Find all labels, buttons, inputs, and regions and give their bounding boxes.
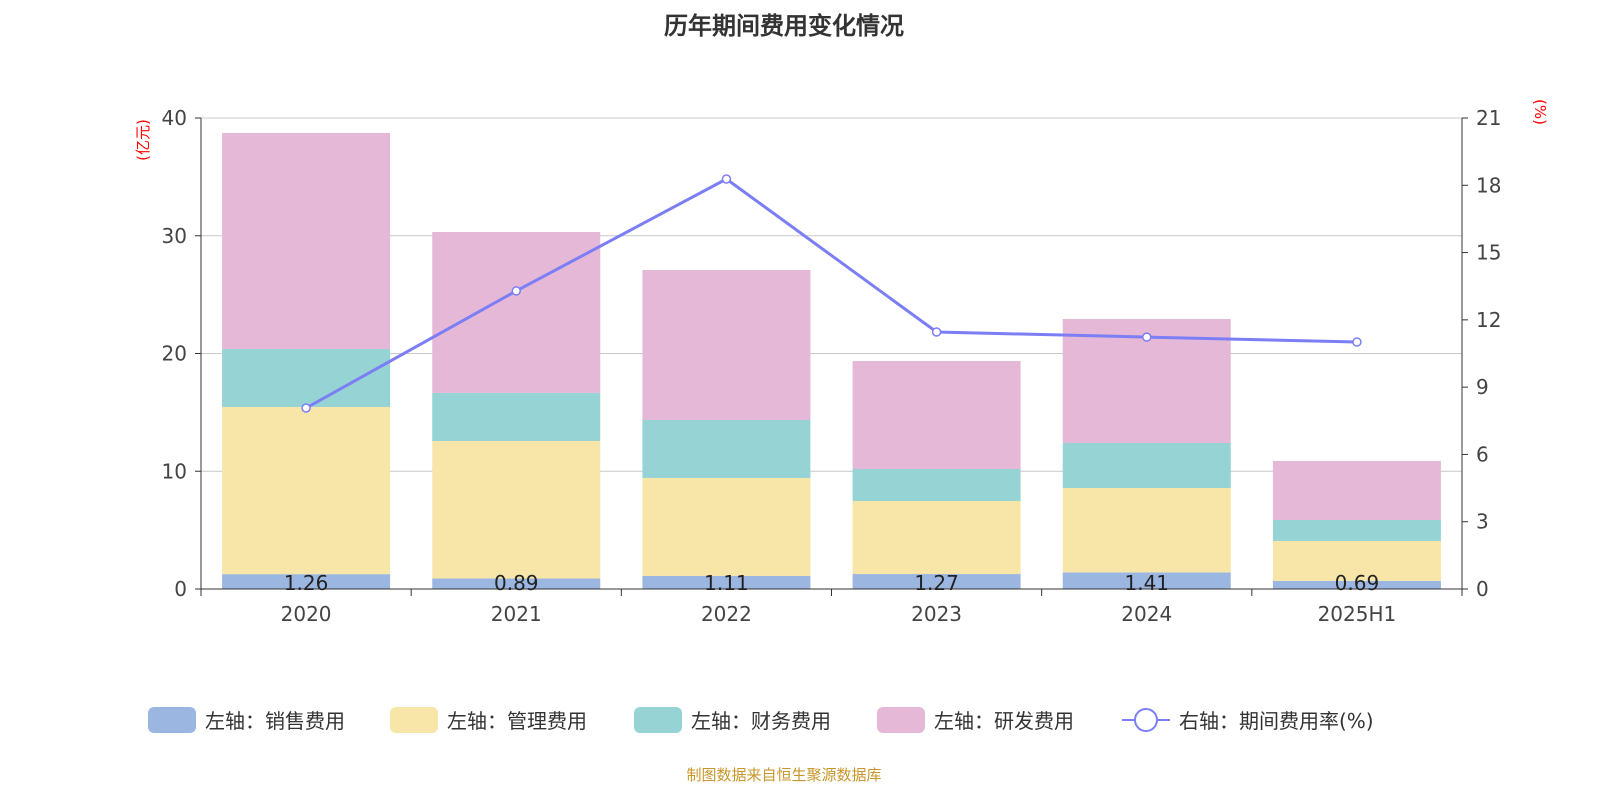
y2-tick-label: 21 [1476, 106, 1501, 130]
legend-swatch [390, 707, 438, 733]
y-tick-label: 30 [162, 224, 187, 248]
rate-point [721, 174, 732, 184]
bar-segment [432, 578, 601, 589]
bar-segment [222, 349, 391, 407]
y2-tick-label: 12 [1476, 308, 1501, 332]
legend-label: 左轴：财务费用 [691, 709, 831, 733]
bar-segment [222, 132, 391, 350]
bar-segment [222, 574, 391, 589]
data-label: 0.69 [1335, 571, 1380, 595]
y2-tick-label: 18 [1476, 173, 1501, 197]
bar-segment [432, 231, 601, 393]
y2-tick-label: 9 [1476, 375, 1489, 399]
y2-tick-label: 0 [1476, 577, 1489, 601]
rate-point [1142, 332, 1152, 342]
y2-tick-label: 15 [1476, 241, 1501, 265]
bar-segment [852, 501, 1021, 575]
x-tick-label: 2020 [281, 602, 332, 626]
bar-segment [852, 361, 1021, 470]
bar-segment [1272, 540, 1441, 581]
bar-segment [642, 420, 811, 478]
chart-svg: 0 10 20 30 40 0 3 6 9 12 15 18 21 (亿元) (%) 2020 2021 2022… [134, 99, 1549, 733]
legend-swatch [877, 707, 925, 733]
legend-swatch [148, 707, 196, 733]
legend-label: 左轴：销售费用 [205, 709, 345, 733]
x-tick-label: 2021 [491, 602, 542, 626]
bar-segment [852, 469, 1021, 502]
bar-segment [222, 406, 391, 575]
x-tick-label: 2025H1 [1318, 602, 1397, 626]
legend-marker [1134, 708, 1158, 732]
legend-label: 右轴：期间费用率(%) [1179, 709, 1374, 733]
rate-point [511, 286, 521, 296]
bar-segment [642, 270, 811, 421]
bar-segment [1272, 580, 1441, 589]
x-tick-label: 2023 [911, 602, 962, 626]
rate-line [305, 177, 1357, 410]
legend-label: 左轴：研发费用 [934, 709, 1074, 733]
y-tick-label: 10 [162, 459, 187, 483]
x-tick-label: 2022 [701, 602, 752, 626]
y-tick-label: 40 [162, 106, 187, 130]
bar-segment [1062, 442, 1231, 488]
source-note: 制图数据来自恒生聚源数据库 [686, 766, 882, 784]
bar-segment [432, 440, 601, 579]
bar-segment [1272, 519, 1441, 541]
bar-segment [642, 575, 811, 589]
y2-tick-label: 6 [1476, 442, 1489, 466]
rate-point [301, 403, 311, 413]
y-axis-label: (亿元) [134, 119, 152, 161]
data-label: 1.41 [1124, 571, 1169, 595]
y-tick-label: 0 [174, 577, 187, 601]
data-label: 1.27 [914, 571, 959, 595]
chart-title: 历年期间费用变化情况 [664, 12, 904, 40]
data-label: 1.26 [284, 571, 329, 595]
y2-axis-label: (%) [1531, 99, 1549, 125]
bar-segment [852, 574, 1021, 589]
y2-tick-label: 3 [1476, 510, 1489, 534]
bar-segment [432, 392, 601, 441]
bar-segment [1062, 572, 1231, 589]
rate-point [1352, 337, 1362, 347]
y-tick-label: 20 [162, 342, 187, 366]
x-tick-label: 2024 [1121, 602, 1172, 626]
data-label: 1.11 [704, 571, 749, 595]
data-label: 0.89 [494, 571, 539, 595]
rate-point [931, 327, 942, 337]
legend-swatch [634, 707, 682, 733]
bar-segment [1062, 487, 1231, 573]
legend-label: 左轴：管理费用 [447, 709, 587, 733]
bar-segment [1272, 461, 1441, 520]
bar-segment [642, 477, 811, 576]
